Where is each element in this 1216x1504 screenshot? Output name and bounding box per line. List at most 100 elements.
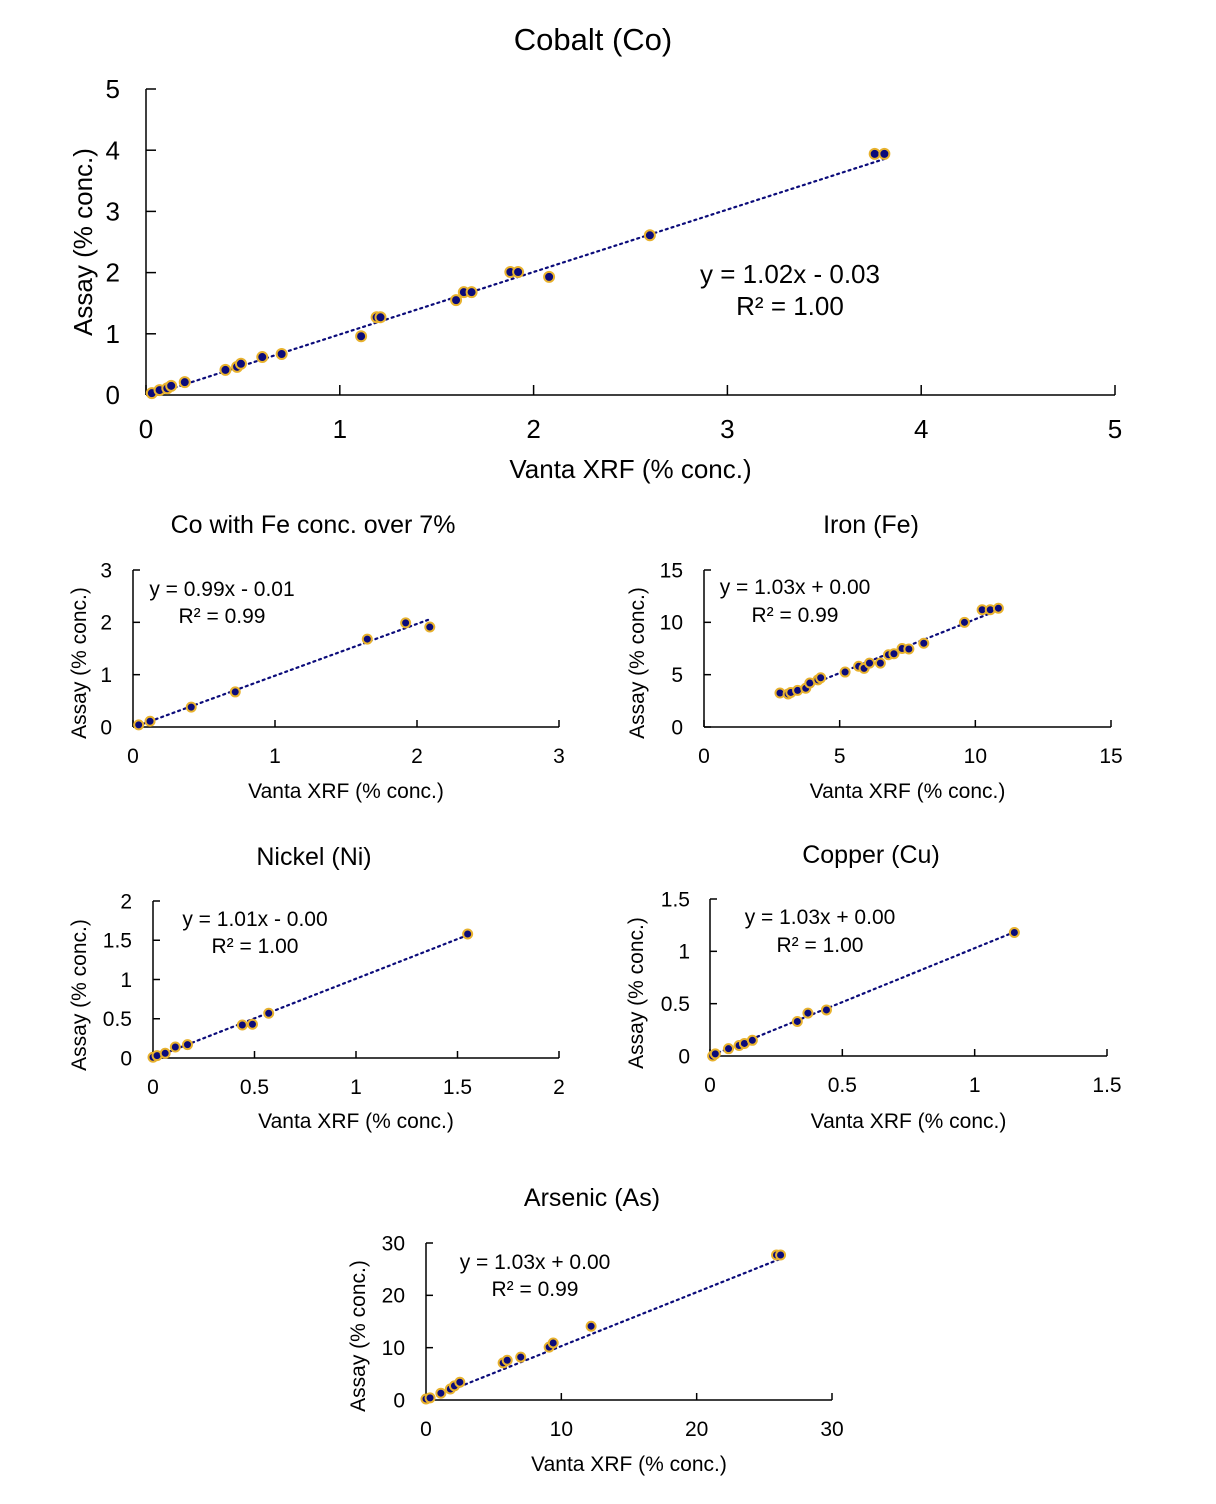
y-tick-label: 15 bbox=[660, 559, 683, 582]
y-axis-label: Assay (% conc.) bbox=[68, 587, 91, 739]
data-point bbox=[878, 147, 891, 160]
data-point bbox=[791, 1015, 803, 1027]
data-point bbox=[465, 286, 478, 299]
data-point bbox=[144, 715, 156, 727]
chart-title: Iron (Fe) bbox=[823, 511, 919, 539]
x-tick-label: 0 bbox=[704, 1074, 716, 1097]
chart-title: Nickel (Ni) bbox=[256, 843, 371, 871]
chart-nickel: Nickel (Ni) 0 0.5 1 1.5 2 0 0.5 1 1.5 2 Vanta XRF (… bbox=[68, 843, 565, 1133]
data-point bbox=[236, 1019, 248, 1031]
r-squared: R² = 1.00 bbox=[736, 291, 844, 321]
x-tick-label: 5 bbox=[1108, 414, 1122, 444]
y-tick-label: 4 bbox=[106, 135, 120, 165]
chart-arsenic: Arsenic (As) 0 10 20 30 0 10 20 30 Vanta XRF (% c… bbox=[347, 1184, 844, 1476]
y-tick-label: 0.5 bbox=[103, 1008, 132, 1031]
data-point bbox=[424, 621, 436, 633]
x-tick-label: 15 bbox=[1099, 745, 1122, 768]
x-tick-label: 10 bbox=[964, 745, 987, 768]
data-point bbox=[355, 330, 368, 343]
trendline bbox=[137, 618, 431, 727]
data-point bbox=[263, 1007, 275, 1019]
data-point bbox=[709, 1048, 721, 1060]
y-axis-label: Assay (% conc.) bbox=[347, 1260, 370, 1412]
x-axis-label: Vanta XRF (% conc.) bbox=[248, 780, 444, 803]
trendline-equation: y = 1.03x + 0.00 bbox=[745, 906, 896, 929]
x-tick-label: 0.5 bbox=[828, 1074, 857, 1097]
y-tick-label: 0 bbox=[671, 716, 683, 739]
x-tick-label: 1 bbox=[969, 1074, 981, 1097]
y-axis-label: Assay (% conc.) bbox=[626, 587, 649, 739]
r-squared: R² = 1.00 bbox=[777, 934, 864, 957]
x-tick-label: 2 bbox=[553, 1076, 565, 1099]
x-tick-label: 10 bbox=[550, 1418, 573, 1441]
trendline-equation: y = 1.03x + 0.00 bbox=[720, 576, 871, 599]
data-point bbox=[874, 657, 886, 669]
data-point bbox=[802, 1007, 814, 1019]
r-squared: R² = 0.99 bbox=[179, 605, 266, 628]
chart-title: Cobalt (Co) bbox=[514, 22, 673, 57]
x-tick-label: 1 bbox=[333, 414, 347, 444]
y-tick-label: 0 bbox=[100, 716, 112, 739]
data-point bbox=[256, 351, 269, 364]
trendline-equation: y = 1.03x + 0.00 bbox=[460, 1251, 611, 1274]
y-tick-label: 3 bbox=[106, 197, 120, 227]
trendline-equation: y = 1.01x - 0.00 bbox=[182, 908, 327, 931]
r-squared: R² = 0.99 bbox=[492, 1278, 579, 1301]
data-point bbox=[864, 657, 876, 669]
data-point bbox=[643, 229, 656, 242]
x-axis-label: Vanta XRF (% conc.) bbox=[258, 1110, 454, 1133]
data-point bbox=[888, 648, 900, 660]
data-point bbox=[185, 701, 197, 713]
y-tick-label: 10 bbox=[660, 612, 683, 635]
data-point bbox=[435, 1387, 447, 1399]
x-tick-label: 2 bbox=[526, 414, 540, 444]
x-tick-label: 20 bbox=[685, 1418, 708, 1441]
data-point bbox=[159, 1047, 171, 1059]
data-point bbox=[229, 686, 241, 698]
chart-co-fe: Co with Fe conc. over 7% 0 1 2 3 0 1 2 3 Vanta XR… bbox=[68, 511, 565, 803]
data-point bbox=[178, 376, 191, 389]
x-tick-label: 4 bbox=[914, 414, 928, 444]
y-tick-label: 3 bbox=[100, 559, 112, 582]
data-point bbox=[903, 643, 915, 655]
y-tick-label: 10 bbox=[382, 1337, 405, 1360]
data-point bbox=[246, 1018, 258, 1030]
chart-iron: Iron (Fe) 0 5 10 15 0 5 10 15 Vanta XRF (% conc.)… bbox=[626, 511, 1123, 803]
y-axis-label: Assay (% conc.) bbox=[625, 917, 648, 1069]
y-tick-label: 1 bbox=[100, 664, 112, 687]
data-point bbox=[374, 311, 387, 324]
data-point bbox=[462, 928, 474, 940]
data-point bbox=[424, 1392, 436, 1404]
x-tick-label: 3 bbox=[553, 745, 565, 768]
y-tick-label: 1.5 bbox=[661, 888, 690, 911]
y-tick-label: 2 bbox=[106, 258, 120, 288]
data-point bbox=[450, 294, 463, 307]
x-tick-label: 0 bbox=[420, 1418, 432, 1441]
y-tick-label: 0 bbox=[393, 1389, 405, 1412]
data-point bbox=[958, 616, 970, 628]
x-tick-label: 1 bbox=[350, 1076, 362, 1099]
x-tick-label: 0 bbox=[127, 745, 139, 768]
y-tick-label: 5 bbox=[671, 664, 683, 687]
data-point bbox=[454, 1376, 466, 1388]
r-squared: R² = 0.99 bbox=[752, 604, 839, 627]
chart-cobalt: Cobalt (Co) 0 1 2 3 4 5 0 1 2 3 4 5 Vanta XRF (% conc… bbox=[68, 22, 1122, 484]
data-point bbox=[219, 363, 232, 376]
x-tick-label: 0 bbox=[139, 414, 153, 444]
y-tick-label: 20 bbox=[382, 1285, 405, 1308]
data-point bbox=[275, 347, 288, 360]
y-tick-label: 1 bbox=[120, 969, 132, 992]
x-tick-label: 0 bbox=[698, 745, 710, 768]
data-point bbox=[918, 637, 930, 649]
x-tick-label: 0 bbox=[147, 1076, 159, 1099]
data-point bbox=[839, 666, 851, 678]
x-tick-label: 1.5 bbox=[443, 1076, 472, 1099]
trendline bbox=[151, 934, 469, 1060]
data-point bbox=[182, 1039, 194, 1051]
data-point bbox=[746, 1034, 758, 1046]
trendline bbox=[711, 930, 1016, 1057]
data-point bbox=[992, 602, 1004, 614]
x-tick-label: 2 bbox=[411, 745, 423, 768]
y-tick-label: 2 bbox=[100, 612, 112, 635]
